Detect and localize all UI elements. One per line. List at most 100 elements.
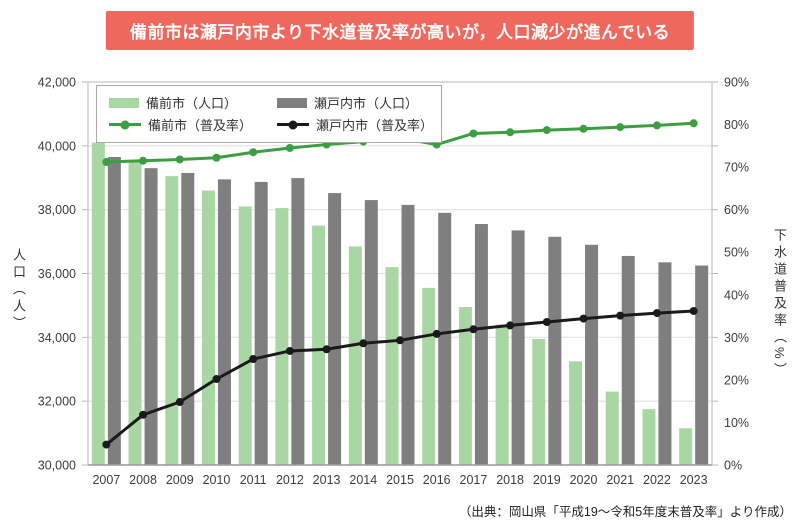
point-bizen-rate-2008 — [139, 156, 148, 165]
legend-swatch-setouchi-population — [277, 97, 307, 108]
point-bizen-rate-2022 — [652, 121, 661, 130]
left-tick-label: 32,000 — [38, 395, 76, 409]
source-note: （出典：岡山県「平成19～令和5年度末普及率」より作成） — [458, 505, 792, 519]
bar-bizen-2013 — [312, 225, 326, 465]
right-tick-label: 70% — [724, 161, 749, 175]
x-tick-label-2019: 2019 — [533, 473, 561, 487]
x-tick-label-2022: 2022 — [643, 473, 671, 487]
left-tick-label: 34,000 — [38, 331, 76, 345]
legend-item-setouchi-population: 瀬戸内市（人口） — [277, 93, 433, 112]
right-tick-label: 40% — [724, 288, 749, 302]
legend-item-bizen-rate: 備前市（普及率） — [109, 115, 277, 134]
left-tick-label: 30,000 — [38, 459, 76, 473]
bar-bizen-2015 — [385, 267, 399, 465]
point-setouchi-rate-2019 — [542, 318, 551, 327]
legend-item-bizen-population: 備前市（人口） — [109, 93, 277, 112]
chart-title-banner: 備前市は瀬戸内市より下水道普及率が高いが，人口減少が進んでいる — [105, 11, 695, 50]
bar-bizen-2023 — [679, 428, 693, 465]
bar-setouchi-2017 — [474, 224, 488, 465]
right-tick-label: 60% — [724, 203, 749, 217]
bar-bizen-2019 — [532, 338, 546, 465]
bar-bizen-2022 — [642, 409, 656, 465]
bar-bizen-2011 — [238, 206, 252, 465]
point-setouchi-rate-2017 — [469, 325, 478, 334]
bar-bizen-2008 — [128, 161, 142, 465]
left-tick-label: 40,000 — [38, 139, 76, 153]
bar-setouchi-2012 — [291, 178, 305, 466]
bar-bizen-2020 — [569, 361, 583, 465]
point-bizen-rate-2018 — [506, 128, 515, 137]
bar-bizen-2007 — [91, 142, 105, 465]
bar-setouchi-2020 — [585, 244, 599, 465]
point-bizen-rate-2021 — [616, 123, 625, 132]
bar-bizen-2021 — [605, 391, 619, 465]
legend-item-setouchi-rate: 瀬戸内市（普及率） — [277, 115, 433, 134]
bar-bizen-2012 — [275, 208, 289, 465]
point-bizen-rate-2017 — [469, 129, 478, 138]
legend-swatch-bizen-rate — [109, 120, 141, 129]
bar-bizen-2016 — [422, 287, 436, 465]
bar-bizen-2017 — [458, 307, 472, 465]
x-tick-label-2009: 2009 — [166, 473, 194, 487]
point-setouchi-rate-2013 — [322, 345, 331, 354]
right-tick-label: 80% — [724, 118, 749, 132]
x-tick-label-2010: 2010 — [203, 473, 231, 487]
right-tick-label: 10% — [724, 416, 749, 430]
point-bizen-rate-2007 — [102, 158, 111, 167]
x-tick-label-2008: 2008 — [129, 473, 157, 487]
bar-setouchi-2019 — [548, 236, 562, 465]
bar-setouchi-2009 — [181, 172, 195, 465]
point-setouchi-rate-2008 — [139, 410, 148, 419]
point-bizen-rate-2009 — [175, 155, 184, 164]
legend-swatch-bizen-population — [109, 97, 139, 108]
point-setouchi-rate-2015 — [396, 336, 404, 345]
legend-label: 瀬戸内市（人口） — [314, 96, 419, 111]
legend-line-marker — [288, 120, 298, 129]
left-tick-label: 36,000 — [38, 267, 76, 281]
bar-setouchi-2023 — [695, 265, 709, 465]
point-bizen-rate-2011 — [249, 148, 258, 157]
point-bizen-rate-2012 — [285, 143, 294, 152]
x-tick-label-2014: 2014 — [349, 473, 377, 487]
legend-label: 備前市（人口） — [146, 96, 238, 111]
bar-bizen-2018 — [495, 324, 509, 465]
legend-line-marker — [120, 120, 130, 129]
point-setouchi-rate-2022 — [652, 309, 661, 318]
legend-label: 備前市（普及率） — [148, 118, 253, 133]
right-axis-title: 下水道普及率（%） — [772, 228, 787, 380]
bar-setouchi-2008 — [144, 168, 158, 466]
point-setouchi-rate-2016 — [432, 329, 441, 338]
legend-label: 瀬戸内市（普及率） — [316, 118, 434, 133]
bar-setouchi-2010 — [217, 179, 231, 466]
point-bizen-rate-2010 — [212, 153, 221, 162]
right-tick-label: 20% — [724, 373, 749, 387]
point-setouchi-rate-2011 — [249, 355, 258, 364]
point-setouchi-rate-2014 — [359, 339, 368, 348]
left-tick-label: 42,000 — [38, 76, 76, 90]
line-setouchi-rate — [105, 309, 694, 446]
x-tick-label-2015: 2015 — [386, 473, 414, 487]
bar-setouchi-2007 — [107, 157, 121, 466]
bar-bizen-2010 — [201, 190, 215, 465]
point-setouchi-rate-2009 — [175, 398, 184, 407]
point-bizen-rate-2019 — [542, 126, 551, 135]
bar-setouchi-2022 — [658, 262, 672, 465]
point-bizen-rate-2020 — [579, 124, 588, 133]
point-setouchi-rate-2023 — [689, 306, 698, 315]
bar-setouchi-2015 — [401, 204, 415, 466]
x-tick-label-2020: 2020 — [570, 473, 598, 487]
left-tick-label: 38,000 — [38, 203, 76, 217]
point-setouchi-rate-2007 — [102, 440, 111, 449]
x-tick-label-2007: 2007 — [92, 473, 120, 487]
bar-setouchi-2011 — [254, 181, 268, 465]
x-tick-label-2013: 2013 — [313, 473, 341, 487]
x-tick-label-2021: 2021 — [606, 473, 634, 487]
x-tick-label-2011: 2011 — [240, 473, 267, 487]
bar-bizen-2014 — [348, 246, 362, 465]
point-setouchi-rate-2018 — [506, 321, 515, 330]
x-tick-label-2023: 2023 — [680, 473, 708, 487]
right-tick-label: 30% — [724, 331, 749, 345]
bar-setouchi-2014 — [364, 200, 378, 465]
x-tick-label-2018: 2018 — [496, 473, 524, 487]
